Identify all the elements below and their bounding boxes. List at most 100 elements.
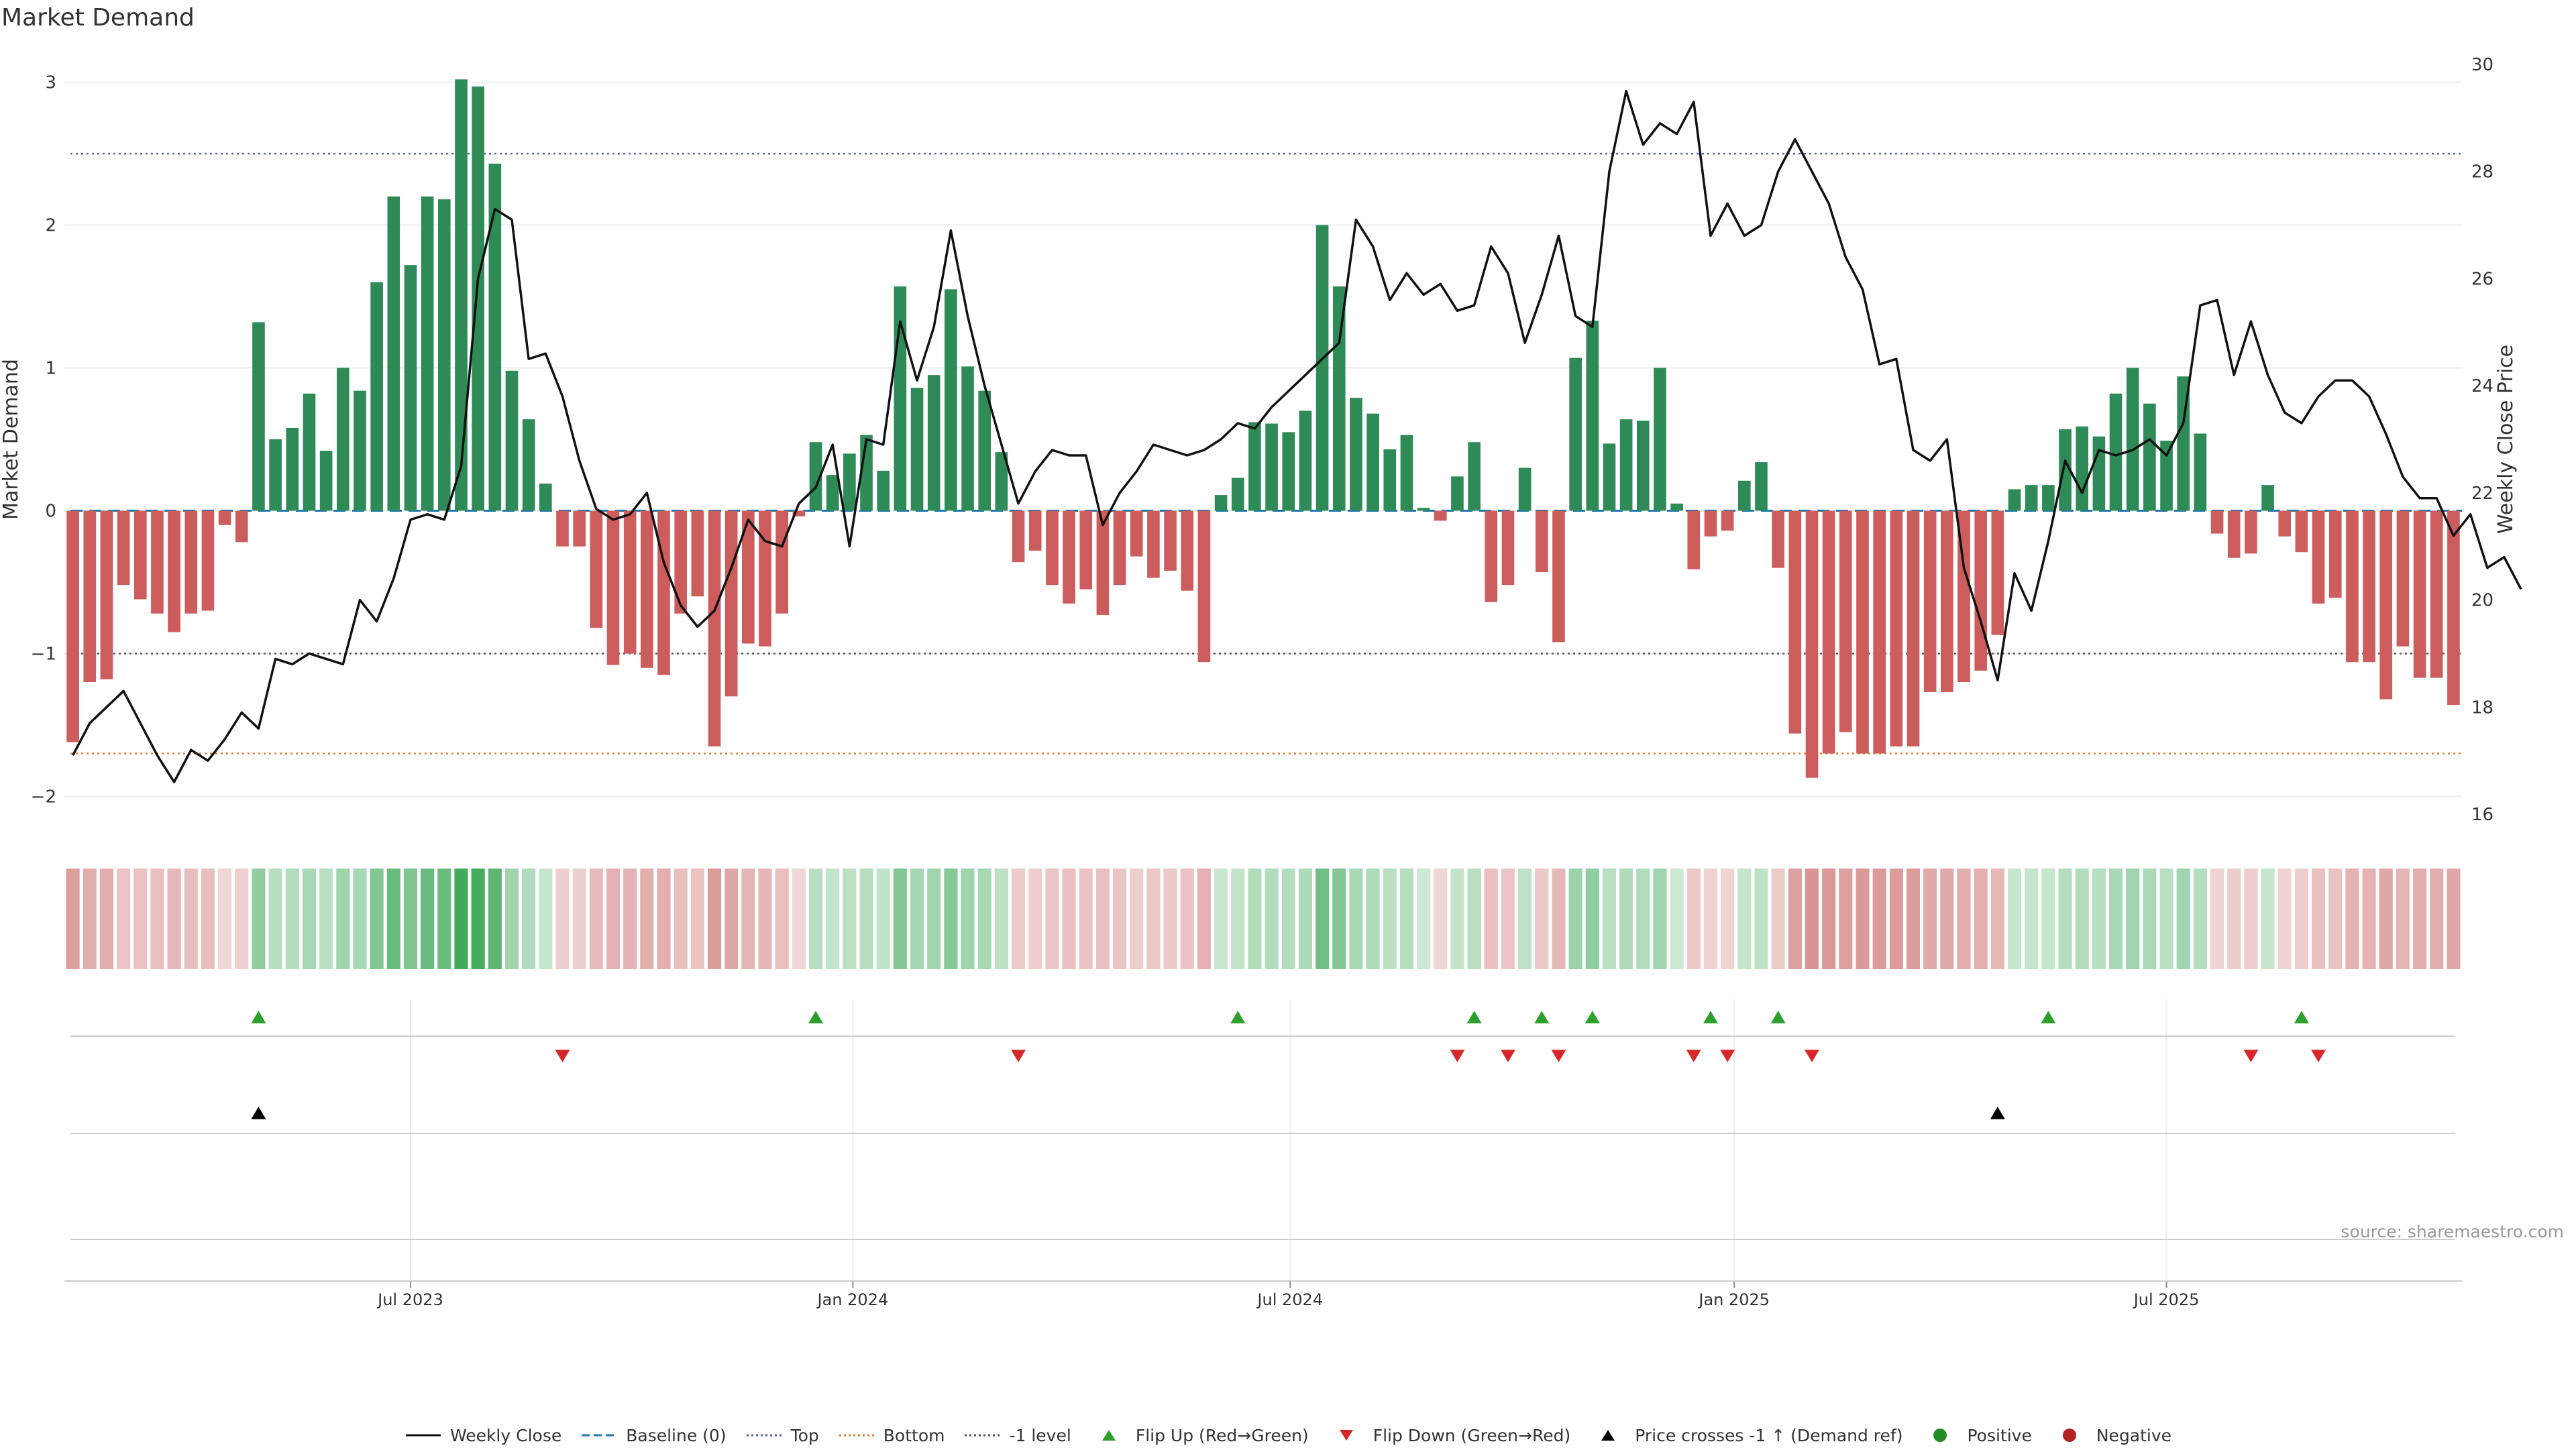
legend-label: Weekly Close: [449, 1425, 562, 1445]
heat-cell: [117, 869, 131, 969]
heat-cell: [859, 869, 873, 969]
demand-bar: [606, 510, 620, 665]
demand-bar: [201, 510, 215, 611]
y-tick-label: 3: [45, 73, 56, 93]
line-dash-icon: [582, 1434, 617, 1437]
heat-cell: [2159, 869, 2174, 969]
y2-tick-label: 24: [2471, 376, 2493, 396]
heat-cell: [1316, 869, 1330, 969]
demand-bar: [2210, 510, 2224, 534]
demand-bar: [336, 368, 350, 511]
demand-bar: [910, 388, 924, 511]
demand-bar: [100, 510, 113, 679]
heat-cell: [1552, 869, 1566, 969]
demand-bar: [1957, 510, 1970, 683]
heat-cell: [1028, 869, 1042, 969]
heat-cell: [927, 869, 941, 969]
legend-item: Bottom: [838, 1426, 945, 1445]
heat-cell: [792, 869, 806, 969]
demand-bar: [539, 484, 552, 511]
flip-down-marker: [1500, 1050, 1515, 1062]
heat-cell: [1501, 869, 1515, 969]
demand-bar: [2092, 436, 2106, 511]
heat-cell: [1467, 869, 1481, 969]
flip-up-marker: [2294, 1011, 2309, 1023]
heat-cell: [1332, 869, 1346, 969]
legend-label: Flip Up (Red→Green): [1135, 1425, 1309, 1445]
flip-down-marker: [1011, 1050, 1026, 1062]
heat-cell: [1957, 869, 1971, 969]
flip-down-marker: [1804, 1050, 1819, 1062]
demand-bar: [742, 510, 755, 644]
demand-bar: [674, 510, 687, 614]
demand-bar: [1332, 286, 1346, 511]
demand-bar: [1923, 510, 1937, 692]
heat-cell: [1248, 869, 1262, 969]
heat-cell: [623, 869, 637, 969]
flip-down-marker: [2311, 1050, 2326, 1062]
demand-bar: [2312, 510, 2325, 604]
demand-bar: [1434, 510, 1447, 521]
demand-bar: [1366, 413, 1379, 511]
heat-cell: [1298, 869, 1312, 969]
demand-bar: [2346, 510, 2359, 663]
heat-cell: [1653, 869, 1667, 969]
heat-cell: [961, 869, 975, 969]
demand-bar: [1079, 510, 1093, 590]
heat-cell: [1990, 869, 2004, 969]
y2-axis-label: Weekly Close Price: [2494, 345, 2518, 534]
heat-cell: [1366, 869, 1380, 969]
demand-bar: [1164, 510, 1177, 571]
heat-cell: [319, 869, 333, 969]
demand-bar: [83, 510, 97, 683]
heat-cell: [1703, 869, 1718, 969]
heat-cell: [218, 869, 232, 969]
heat-cell: [741, 869, 755, 969]
heat-cell: [1535, 869, 1549, 969]
heat-cell: [2362, 869, 2376, 969]
demand-bar: [1856, 510, 1869, 754]
demand-bar: [995, 452, 1008, 511]
demand-heat-strip: [66, 869, 2461, 969]
demand-bar: [1569, 357, 1582, 511]
heat-cell: [2277, 869, 2292, 969]
heat-cell: [724, 869, 739, 969]
y2-tick-label: 16: [2471, 805, 2493, 825]
flip-up-marker: [808, 1011, 824, 1023]
demand-bar: [2177, 376, 2190, 511]
heat-cell: [1670, 869, 1684, 969]
demand-bar: [1941, 510, 1953, 692]
heat-cell: [572, 869, 586, 969]
demand-bar: [657, 510, 670, 675]
heat-cell: [370, 869, 384, 969]
flip-up-marker: [2041, 1011, 2056, 1023]
chart-legend: Weekly Close Baseline (0) Top Bottom -1 leve…: [0, 1420, 2576, 1450]
demand-bar: [1147, 510, 1160, 578]
y-axis-label: Market Demand: [0, 359, 23, 520]
heat-cell: [2227, 869, 2241, 969]
legend-label: Positive: [1967, 1425, 2032, 1445]
heat-cell: [167, 869, 181, 969]
heat-cell: [1062, 869, 1076, 969]
legend-item: Positive: [1921, 1425, 2032, 1445]
heat-cell: [1974, 869, 1988, 969]
demand-bar: [1248, 422, 1261, 511]
heat-cell: [2447, 869, 2461, 969]
heat-cell: [1771, 869, 1785, 969]
heat-cell: [504, 869, 519, 969]
heat-cell: [1518, 869, 1532, 969]
line-dot-icon: [746, 1434, 782, 1437]
demand-bar: [2278, 510, 2292, 537]
heat-cell: [2261, 869, 2275, 969]
heat-cell: [1822, 869, 1836, 969]
heat-cell: [1636, 869, 1650, 969]
demand-bar: [1350, 398, 1362, 511]
flip-down-marker: [1686, 1050, 1701, 1062]
heat-cell: [1079, 869, 1093, 969]
heat-cell: [2193, 869, 2207, 969]
heat-cell: [1399, 869, 1414, 969]
flip-down-marker: [555, 1050, 570, 1062]
heat-cell: [353, 869, 367, 969]
legend-label: -1 level: [1009, 1425, 1071, 1445]
demand-bar: [2109, 393, 2123, 511]
